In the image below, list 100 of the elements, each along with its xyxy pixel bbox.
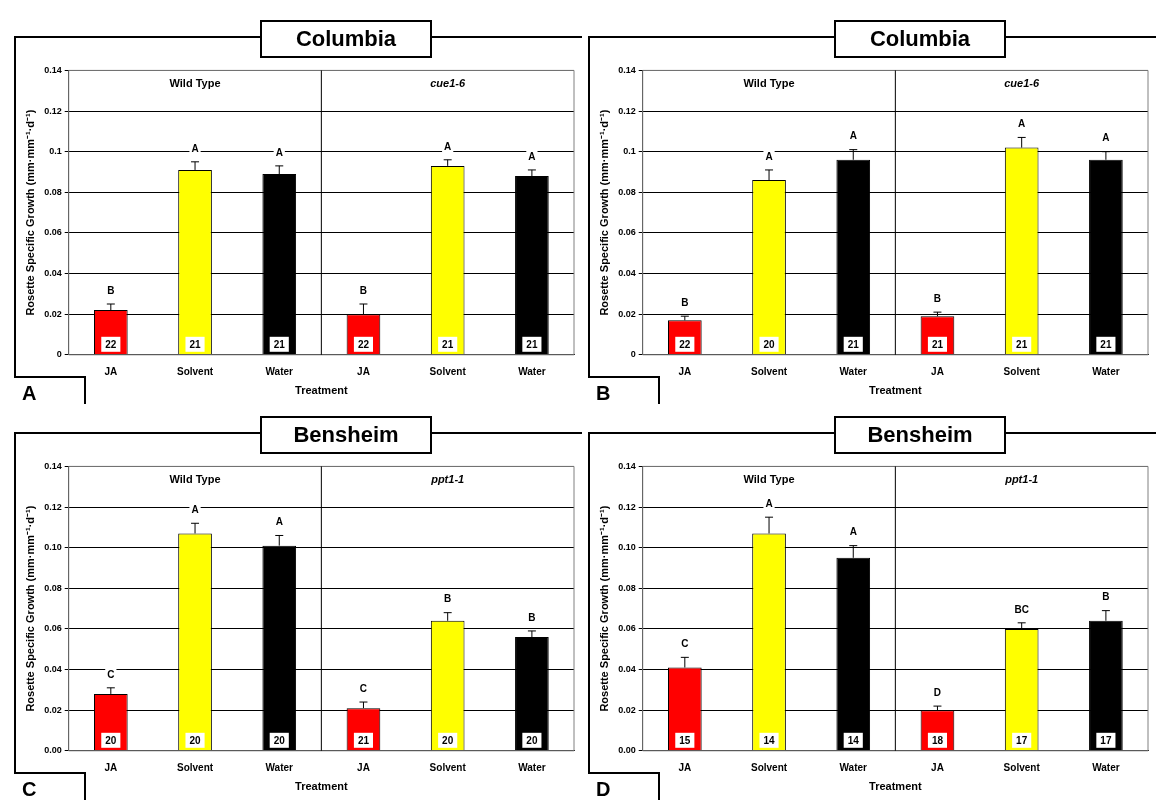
- text: A: [14, 376, 86, 404]
- x-tick-label: Solvent: [176, 761, 214, 773]
- annotation: 14: [847, 734, 860, 746]
- data-label: A: [275, 146, 283, 158]
- data-label: B: [681, 296, 689, 308]
- data-label: B: [933, 292, 942, 304]
- annotation: 20: [189, 734, 202, 746]
- y-axis-title: Rosette Specific Growth (mm·mm⁻¹·d⁻¹): [597, 109, 610, 316]
- x-tick-label: JA: [931, 365, 944, 377]
- annotation: 17: [1100, 734, 1112, 746]
- y-tick-label: 0: [56, 349, 62, 360]
- data-label: A: [191, 504, 199, 516]
- chart-title: Columbia: [260, 20, 432, 58]
- annotation: 21: [1016, 338, 1028, 350]
- y-tick-label: 0.08: [618, 186, 636, 197]
- annotation: 21: [1100, 338, 1112, 350]
- x-tick-label: Water: [839, 761, 868, 773]
- annotation: 20: [526, 734, 538, 746]
- annotation: Wild Type: [743, 76, 795, 89]
- annotation: cue1-6: [1004, 76, 1040, 89]
- annotation: 22: [105, 338, 117, 350]
- y-tick-label: 0.12: [618, 501, 636, 512]
- y-tick-label: 0.1: [623, 146, 636, 157]
- x-tick-label: JA: [357, 761, 370, 773]
- data-label: A: [849, 130, 857, 142]
- annotation: 20: [273, 734, 286, 746]
- data-label: A: [849, 526, 857, 538]
- data-label: A: [444, 140, 452, 152]
- text: B: [588, 376, 660, 404]
- data-label: A: [1018, 118, 1026, 130]
- x-tick-label: JA: [931, 761, 944, 773]
- annotation: 21: [442, 338, 454, 350]
- data-label: B: [359, 284, 368, 296]
- annotation: 20: [442, 734, 454, 746]
- x-tick-label: Solvent: [750, 761, 788, 773]
- annotation: 17: [1016, 734, 1028, 746]
- data-label: A: [275, 516, 283, 528]
- y-tick-label: 0.04: [618, 664, 636, 675]
- data-label: A: [191, 142, 199, 154]
- data-label: C: [107, 668, 115, 680]
- x-axis-title: Treatment: [869, 780, 922, 793]
- data-label: B: [107, 284, 115, 296]
- annotation: Wild Type: [743, 472, 795, 485]
- text: C: [14, 772, 86, 800]
- y-tick-label: 0.04: [618, 268, 636, 279]
- annotation: 14: [763, 734, 776, 746]
- x-tick-label: Solvent: [176, 365, 214, 377]
- x-tick-label: Water: [518, 365, 546, 377]
- y-tick-label: 0.06: [618, 623, 636, 634]
- data-label: B: [528, 611, 536, 623]
- x-tick-label: Water: [839, 365, 868, 377]
- y-tick-label: 0.10: [618, 542, 636, 553]
- y-tick-label: 0.02: [44, 308, 62, 319]
- data-label: A: [765, 150, 773, 162]
- x-tick-label: JA: [678, 761, 692, 773]
- y-tick-label: 0.12: [44, 501, 62, 512]
- y-tick-label: 0.14: [618, 64, 636, 75]
- x-tick-label: Solvent: [429, 365, 467, 377]
- y-tick-label: 0.12: [618, 105, 636, 116]
- x-tick-label: JA: [357, 365, 370, 377]
- y-tick-label: 0.00: [618, 745, 636, 756]
- x-tick-label: JA: [678, 365, 692, 377]
- x-tick-label: Water: [518, 761, 546, 773]
- y-tick-label: 0.14: [44, 64, 62, 75]
- data-label: B: [444, 593, 452, 605]
- x-tick-label: Solvent: [1003, 761, 1041, 773]
- y-tick-label: 0.08: [44, 186, 62, 197]
- x-axis-title: Treatment: [295, 780, 348, 793]
- chart-title: Bensheim: [834, 416, 1006, 454]
- y-tick-label: 0.10: [44, 542, 62, 553]
- data-label: A: [528, 150, 536, 162]
- y-tick-label: 0.02: [618, 308, 636, 319]
- y-tick-label: 0.14: [44, 460, 62, 471]
- x-axis-title: Treatment: [869, 384, 922, 397]
- y-axis-title: Rosette Specific Growth (mm·mm⁻¹·d⁻¹): [597, 505, 610, 712]
- y-tick-label: 0.04: [44, 268, 62, 279]
- y-tick-label: 0.06: [44, 623, 62, 634]
- annotation: 21: [273, 338, 286, 350]
- y-tick-label: 0.06: [618, 227, 636, 238]
- data-label: C: [359, 682, 368, 694]
- data-label: D: [933, 686, 942, 698]
- data-label: A: [765, 497, 773, 509]
- y-axis-title: Rosette Specific Growth (mm·mm⁻¹·d⁻¹): [23, 505, 36, 712]
- x-tick-label: JA: [104, 365, 118, 377]
- annotation: 21: [189, 338, 202, 350]
- text: D: [588, 772, 660, 800]
- annotation: ppt1-1: [1004, 472, 1039, 485]
- annotation: cue1-6: [430, 76, 466, 89]
- y-tick-label: 0.04: [44, 664, 62, 675]
- x-tick-label: Solvent: [1003, 365, 1041, 377]
- chart-title: Bensheim: [260, 416, 432, 454]
- x-tick-label: Water: [265, 761, 294, 773]
- annotation: 21: [357, 734, 370, 746]
- data-label: BC: [1014, 603, 1029, 615]
- x-tick-label: Solvent: [429, 761, 467, 773]
- x-tick-label: Solvent: [750, 365, 788, 377]
- annotation: 22: [357, 338, 370, 350]
- y-tick-label: 0.08: [44, 582, 62, 593]
- x-tick-label: Water: [1092, 365, 1120, 377]
- annotation: 15: [679, 734, 691, 746]
